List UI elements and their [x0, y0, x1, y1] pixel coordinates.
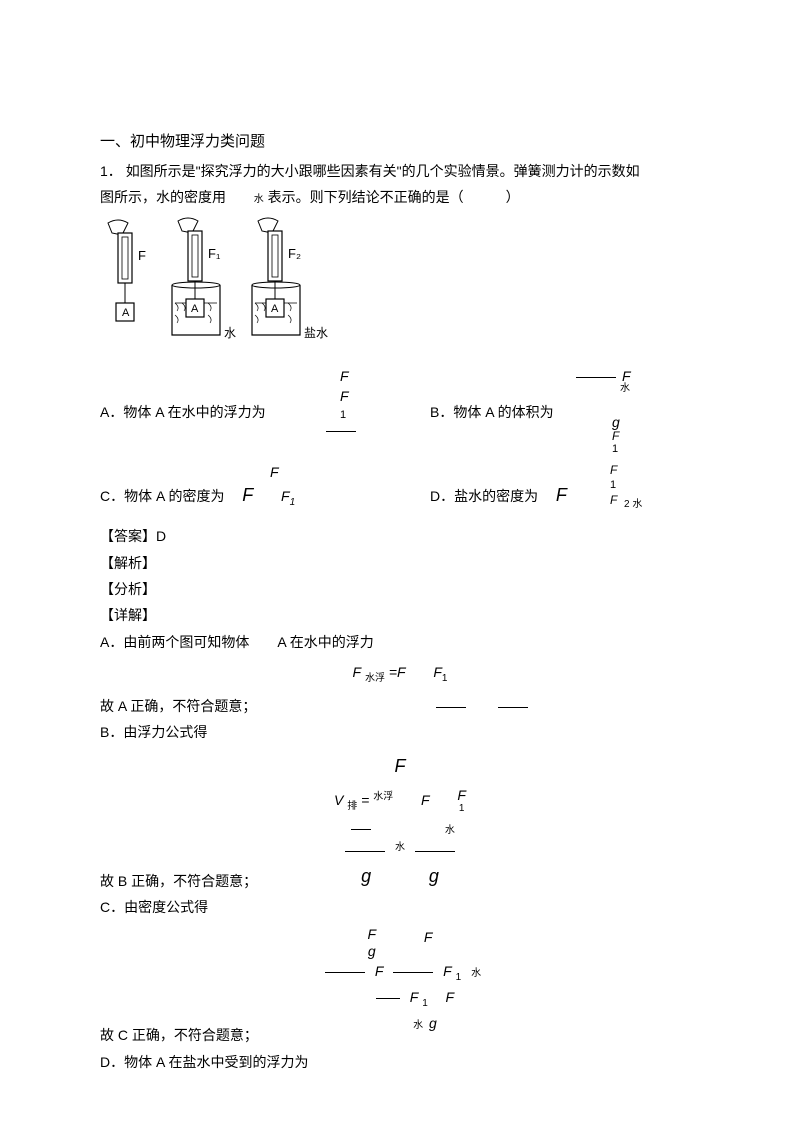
optd-bigf: F — [556, 485, 567, 505]
expC-line: C．由密度公式得 — [100, 896, 700, 918]
q1-text1: 如图所示是"探究浮力的大小跟哪些因素有关"的几个实验情景。弹簧测力计的示数如 — [126, 163, 640, 179]
expA-eq: F 水浮 =F F1 — [100, 661, 700, 687]
stray-f-mid: F — [340, 385, 349, 407]
optc-bigf: F — [242, 485, 253, 505]
label-salt: 盐水 — [304, 326, 328, 340]
optd-2w: 2 水 — [624, 497, 642, 513]
label-f: F — [138, 248, 146, 263]
expB-line: B．由浮力公式得 — [100, 721, 700, 743]
expD-line: D．物体 A 在盐水中受到的浮力为 — [100, 1051, 700, 1073]
label-f2: F₂ — [288, 246, 301, 261]
detail-label: 【详解】 — [100, 604, 700, 626]
fenxi-label: 【分析】 — [100, 578, 700, 600]
optd-fbot: F — [610, 491, 617, 510]
q1-text2a: 图所示，水的密度用 — [100, 189, 226, 205]
rho-water-sub: 水 — [254, 194, 264, 205]
q1-text2c: 表示。则下列结论不正确的是（ ） — [268, 189, 520, 205]
answer-line: 【答案】D — [100, 525, 700, 547]
experiment-figure: A F F₁ A 水 F₂ — [100, 215, 700, 361]
optc-f1: F1 — [281, 488, 295, 504]
opt-b-1: 1 — [612, 441, 618, 459]
block-a-1: A — [122, 307, 130, 319]
analysis-label: 【解析】 — [100, 552, 700, 574]
expC-eq: F g F F F 1 水 F 1 F 水 — [100, 926, 700, 1016]
options-row-ab: F F 1 A．物体 A 在水中的浮力为 F 水 g F 1 B．物体 A 的体… — [100, 371, 700, 461]
label-water: 水 — [224, 326, 236, 340]
label-f1: F₁ — [208, 246, 221, 261]
figure-svg: A F F₁ A 水 F₂ — [100, 215, 360, 355]
q1-line2: 图所示，水的密度用 水 表示。则下列结论不正确的是（ ） — [100, 186, 700, 208]
block-a-3: A — [271, 303, 279, 315]
option-d: D．盐水的密度为 F — [430, 481, 567, 510]
section-heading: 一、初中物理浮力类问题 — [100, 130, 700, 154]
options-row-cd: F C．物体 A 的密度为 F F1 F 1 F 2 水 D．盐水的密度为 F — [100, 461, 700, 521]
opt-b-sub-w: 水 — [620, 381, 630, 397]
option-a: A．物体 A 在水中的浮力为 — [100, 401, 266, 423]
option-c: C．物体 A 的密度为 F F1 — [100, 481, 295, 511]
block-a-2: A — [191, 303, 199, 315]
expA-line: A．由前两个图可知物体 A 在水中的浮力 — [100, 631, 700, 653]
expB-bigF: F — [334, 752, 466, 781]
q1-number: 1． — [100, 163, 122, 179]
expA-conc: 故 A 正确，不符合题意； — [100, 695, 700, 717]
option-b: B．物体 A 的体积为 — [430, 401, 554, 423]
expB-eq: F V 排 = 水浮 F F 1 水 水 — [100, 752, 700, 862]
page: 一、初中物理浮力类问题 1． 如图所示是"探究浮力的大小跟哪些因素有关"的几个实… — [0, 0, 800, 1117]
stray-hr-a — [320, 419, 362, 441]
q1-line: 1． 如图所示是"探究浮力的大小跟哪些因素有关"的几个实验情景。弹簧测力计的示数… — [100, 160, 700, 182]
